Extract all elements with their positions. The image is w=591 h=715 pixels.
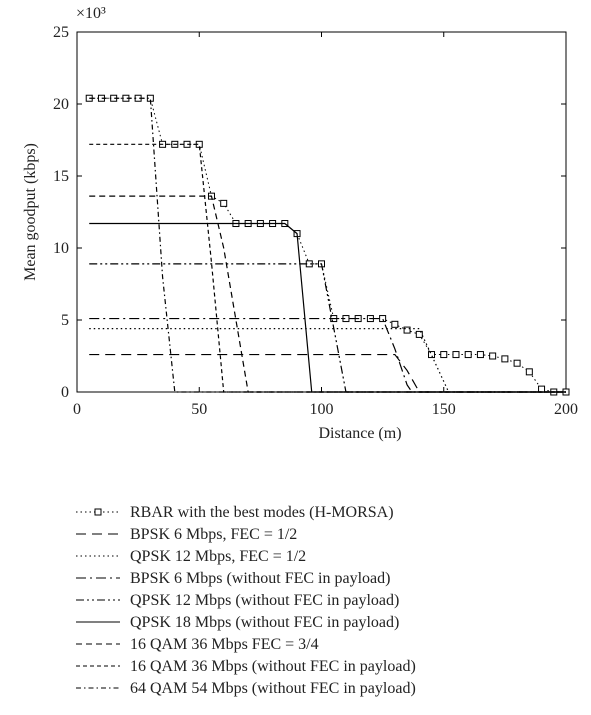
x-tick-label: 50 [191,401,207,418]
series-line [89,97,566,393]
y-axis-label: Mean goodput (kbps) [22,143,39,281]
legend-label: 64 QAM 54 Mbps (without FEC in payload) [130,680,416,697]
marker [538,385,546,393]
y-tick-label: 5 [61,312,69,329]
y-multiplier: ×10³ [76,5,106,22]
marker [440,351,448,359]
series-line [89,222,566,393]
marker [489,352,497,360]
legend-label: QPSK 18 Mbps (without FEC in payload) [130,614,399,631]
legend-label: 16 QAM 36 Mbps (without FEC in payload) [130,658,416,675]
series-line [89,195,566,393]
marker [379,315,387,323]
y-tick-label: 10 [53,240,69,257]
legend-label: QPSK 12 Mbps (without FEC in payload) [130,592,399,609]
x-tick-label: 0 [73,401,81,418]
x-axis-label: Distance (m) [318,425,401,442]
legend-label: RBAR with the best modes (H-MORSA) [130,504,394,521]
series-line [89,317,566,393]
y-tick-label: 15 [53,168,69,185]
marker [428,351,436,359]
legend-label: BPSK 6 Mbps, FEC = 1/2 [130,526,297,543]
legend-label: 16 QAM 36 Mbps FEC = 3/4 [130,636,319,653]
series-line [89,353,566,393]
y-tick-label: 20 [53,96,69,113]
y-tick-label: 0 [61,384,69,401]
series-line [89,263,566,393]
x-tick-label: 200 [554,401,578,418]
marker [525,368,533,376]
legend-marker [94,508,102,516]
marker [403,326,411,334]
legend-label: QPSK 12 Mbps, FEC = 1/2 [130,548,306,565]
marker [220,199,228,207]
marker [476,351,484,359]
marker [464,351,472,359]
plot-frame [76,31,567,393]
marker [513,359,521,367]
x-tick-label: 100 [310,401,334,418]
series-line [89,97,566,393]
marker [501,355,509,363]
x-tick-label: 150 [432,401,456,418]
marker [415,330,423,338]
marker [452,351,460,359]
marker [391,320,399,328]
y-tick-label: 25 [53,24,69,41]
series-line [89,328,566,393]
marker [342,315,350,323]
legend-label: BPSK 6 Mbps (without FEC in payload) [130,570,390,587]
series-line [89,143,566,393]
